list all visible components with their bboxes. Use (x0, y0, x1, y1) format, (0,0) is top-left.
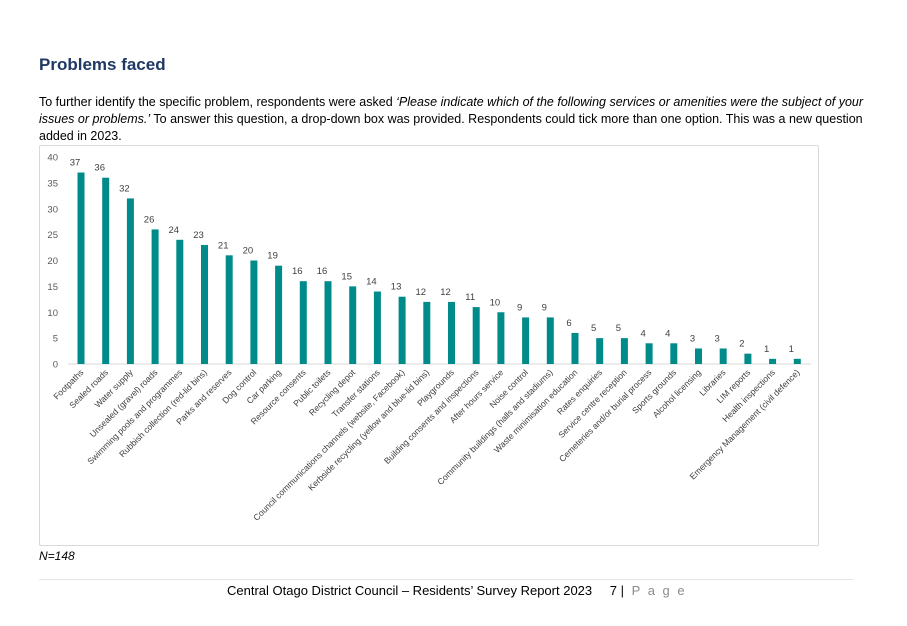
y-tick-label: 15 (47, 282, 58, 293)
data-label: 15 (341, 271, 352, 282)
y-tick-label: 35 (47, 178, 58, 189)
data-label: 4 (640, 328, 645, 339)
bar (102, 177, 110, 364)
footer-divider (39, 579, 853, 580)
y-tick-label: 0 (53, 360, 58, 371)
bar (201, 244, 208, 364)
data-label: 3 (715, 333, 720, 344)
data-label: 5 (591, 323, 596, 334)
bar (670, 343, 678, 364)
bar (299, 281, 307, 364)
y-tick-label: 30 (47, 204, 58, 215)
section-heading: Problems faced (39, 55, 166, 74)
bar (324, 281, 332, 364)
data-label: 20 (243, 246, 254, 257)
data-label: 23 (193, 230, 204, 241)
bar (596, 338, 604, 364)
bar (77, 172, 85, 364)
bar (744, 353, 752, 364)
bar (225, 255, 233, 364)
data-label: 9 (517, 302, 522, 313)
data-label: 13 (391, 282, 402, 293)
category-label: Community buildings (halls and stadiums) (435, 367, 555, 487)
data-label: 1 (764, 344, 769, 355)
bar (423, 301, 431, 364)
data-label: 21 (218, 240, 229, 251)
bar (793, 358, 801, 364)
bar (472, 307, 480, 364)
data-label: 14 (366, 277, 377, 288)
bar (275, 265, 283, 364)
data-label: 12 (440, 287, 451, 298)
bar (571, 332, 579, 364)
bar (695, 348, 702, 364)
footer-page-word: P a g e (631, 583, 687, 598)
data-label: 19 (267, 251, 278, 262)
bar (373, 291, 381, 364)
bar (176, 239, 184, 364)
bar (349, 286, 357, 364)
footer-page-number: 7 (609, 583, 617, 598)
bar (769, 358, 777, 364)
bar (719, 348, 727, 364)
bar (448, 301, 455, 364)
data-label: 32 (119, 183, 130, 194)
data-label: 11 (465, 292, 475, 303)
data-label: 26 (144, 214, 155, 225)
bar (151, 229, 159, 364)
chart-container: 0 5 10 15 20 25 30 35 40 37 Footpaths 36 Sealed road… (39, 145, 819, 546)
data-label: 2 (739, 339, 744, 350)
data-label: 1 (789, 344, 794, 355)
sample-size-note: N=148 (39, 549, 75, 563)
page-footer: Central Otago District Council – Residen… (227, 583, 687, 598)
data-label: 12 (416, 287, 427, 298)
data-label: 16 (317, 266, 328, 277)
data-label: 10 (490, 297, 501, 308)
footer-report-title: Central Otago District Council – Residen… (227, 583, 593, 598)
data-label: 37 (70, 158, 81, 169)
bar (398, 296, 406, 364)
intro-text-part1: To further identify the specific problem… (39, 95, 397, 109)
data-label: 24 (169, 225, 180, 236)
y-tick-label: 20 (47, 256, 58, 267)
data-label: 5 (616, 323, 621, 334)
data-label: 6 (566, 318, 571, 329)
bar (620, 338, 628, 364)
data-label: 9 (542, 302, 547, 313)
bar (250, 260, 258, 364)
bar (522, 317, 530, 364)
data-label: 4 (665, 328, 670, 339)
bar (126, 198, 134, 364)
bar (645, 343, 653, 364)
intro-question-quote: ‘Please indicate which of the following … (39, 95, 864, 126)
y-tick-label: 10 (47, 308, 58, 319)
data-label: 36 (94, 163, 105, 174)
footer-separator: | (620, 583, 625, 598)
y-tick-label: 25 (47, 230, 58, 241)
bar (546, 317, 554, 364)
data-label: 3 (690, 333, 695, 344)
intro-text-part2: To answer this question, a drop-down box… (39, 112, 863, 143)
y-tick-label: 40 (47, 153, 58, 164)
intro-paragraph: To further identify the specific problem… (39, 94, 871, 145)
y-tick-label: 5 (53, 334, 58, 345)
data-label: 16 (292, 266, 303, 277)
bar (497, 312, 505, 364)
